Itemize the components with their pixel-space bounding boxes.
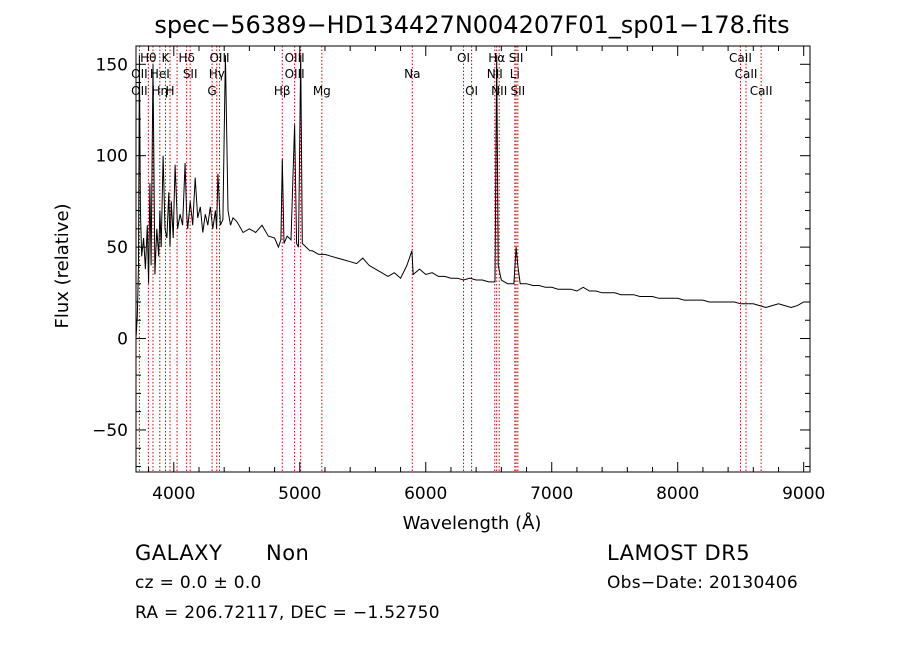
- coordinates: RA = 206.72117, DEC = −1.52750: [135, 603, 440, 623]
- y-tick-label: 0: [117, 330, 128, 350]
- spectral-line-label: CaII: [729, 51, 752, 65]
- spectral-line-label: Mg: [313, 84, 331, 98]
- object-subclass: Non: [266, 541, 310, 565]
- x-tick-label: 7000: [530, 484, 573, 504]
- y-tick-label: 100: [96, 147, 128, 167]
- spectrum-series: [135, 55, 810, 339]
- spectral-line-label: HeI: [150, 67, 170, 81]
- x-tick-label: 6000: [404, 484, 447, 504]
- spectral-line-label: Na: [404, 67, 420, 81]
- x-tick-label: 5000: [278, 484, 321, 504]
- spectral-line-label: Hη: [151, 84, 168, 98]
- spectral-line-label: OI: [465, 84, 478, 98]
- spectral-line-label: CaII: [735, 67, 758, 81]
- observation-date: Obs−Date: 20130406: [607, 573, 798, 593]
- y-tick-label: −50: [92, 421, 128, 441]
- axes: 4000 5000 6000 7000 8000 9000 −50 0 50 100 150: [92, 45, 825, 504]
- redshift-cz: cz = 0.0 ± 0.0: [135, 573, 262, 593]
- y-axis-label: Flux (relative): [52, 203, 73, 328]
- x-tick-label: 9000: [782, 484, 825, 504]
- x-tick-label: 8000: [656, 484, 699, 504]
- spectral-line-label: G: [207, 84, 216, 98]
- spectral-line-label: CaII: [750, 84, 773, 98]
- spectral-line-label: SII: [183, 67, 198, 81]
- spectral-line-label: Hβ: [274, 84, 291, 98]
- spectral-line-label: OIII: [285, 67, 305, 81]
- spectral-line-label: OIII: [209, 51, 229, 65]
- spectrum-line: [135, 55, 810, 339]
- object-class: GALAXY: [135, 541, 223, 565]
- x-tick-label: 4000: [152, 484, 195, 504]
- y-tick-label: 150: [96, 55, 128, 75]
- line-markers: [138, 46, 762, 472]
- chart-title: spec−56389−HD134427N004207F01_sp01−178.f…: [154, 11, 789, 39]
- line-labels: OIIOIIHθHeIHηKHHδSIIGHγOIIIHβOIIIOIIIMgN…: [131, 51, 772, 98]
- spectral-line-label: OI: [457, 51, 470, 65]
- spectral-line-label: Hγ: [209, 67, 225, 81]
- spectral-line-label: SII: [509, 51, 524, 65]
- spectral-line-label: OIII: [285, 51, 305, 65]
- y-tick-label: 50: [106, 238, 128, 258]
- x-axis-label: Wavelength (Å): [403, 512, 542, 534]
- spectral-line-label: NII: [491, 84, 507, 98]
- spectral-line-label: H: [165, 84, 174, 98]
- spectral-line-label: Hδ: [178, 51, 194, 65]
- spectral-line-label: K: [162, 51, 171, 65]
- spectral-line-label: Li: [510, 67, 520, 81]
- spectral-line-label: SII: [510, 84, 525, 98]
- spectral-line-label: NII: [487, 67, 503, 81]
- survey-name: LAMOST DR5: [607, 541, 751, 565]
- spectral-line-label: Hθ: [140, 51, 156, 65]
- plot-frame: [135, 45, 811, 473]
